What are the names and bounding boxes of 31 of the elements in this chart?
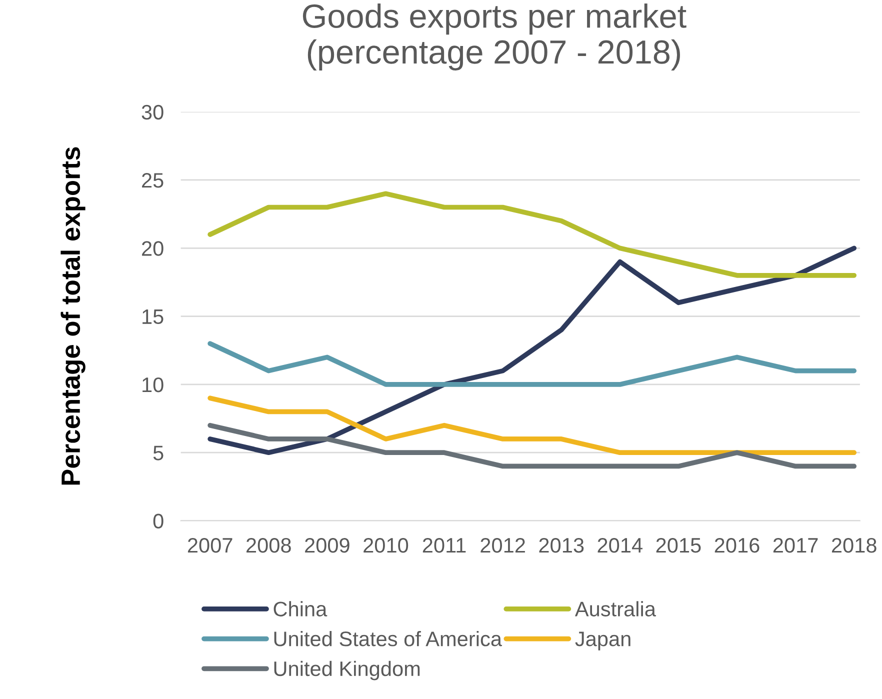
y-tick-label: 5: [153, 446, 164, 460]
y-tick-label: 25: [142, 172, 164, 188]
line-series: [208, 191, 857, 278]
legend-label: Japan: [575, 632, 630, 650]
x-tick-label: 2015: [656, 538, 701, 553]
x-tick-label: 2009: [305, 538, 350, 553]
line-series: [208, 422, 857, 469]
x-tick-label: 2013: [539, 538, 584, 553]
x-tick-label: 2014: [598, 538, 642, 553]
legend-label: United States of America: [274, 630, 502, 646]
line-series: [208, 396, 857, 456]
y-tick-label: 30: [142, 104, 164, 120]
y-tick-label: 0: [153, 514, 164, 529]
line-series: [208, 246, 857, 456]
y-tick-label: 15: [142, 310, 164, 324]
line-series: [208, 341, 857, 387]
legend-label: China: [274, 601, 328, 616]
y-tick-label: 10: [142, 377, 164, 392]
x-tick-label: 2011: [422, 538, 466, 553]
y-tick-label: 20: [142, 241, 164, 256]
x-tick-label: 2016: [714, 538, 760, 553]
x-tick-label: 2012: [480, 538, 525, 553]
x-tick-label: 2017: [773, 538, 818, 553]
x-tick-label: 2010: [364, 538, 408, 553]
x-tick-label: 2007: [188, 538, 232, 553]
x-tick-label: 2018: [832, 538, 876, 553]
legend-label: United Kingdom: [274, 660, 420, 680]
y-axis-title: Percentage of total exports: [60, 147, 86, 485]
legend-label: Australia: [574, 601, 656, 616]
chart-title: Goods exports per market (percentage 2007 - 2018): [302, 3, 686, 70]
x-tick-label: 2008: [246, 538, 291, 553]
